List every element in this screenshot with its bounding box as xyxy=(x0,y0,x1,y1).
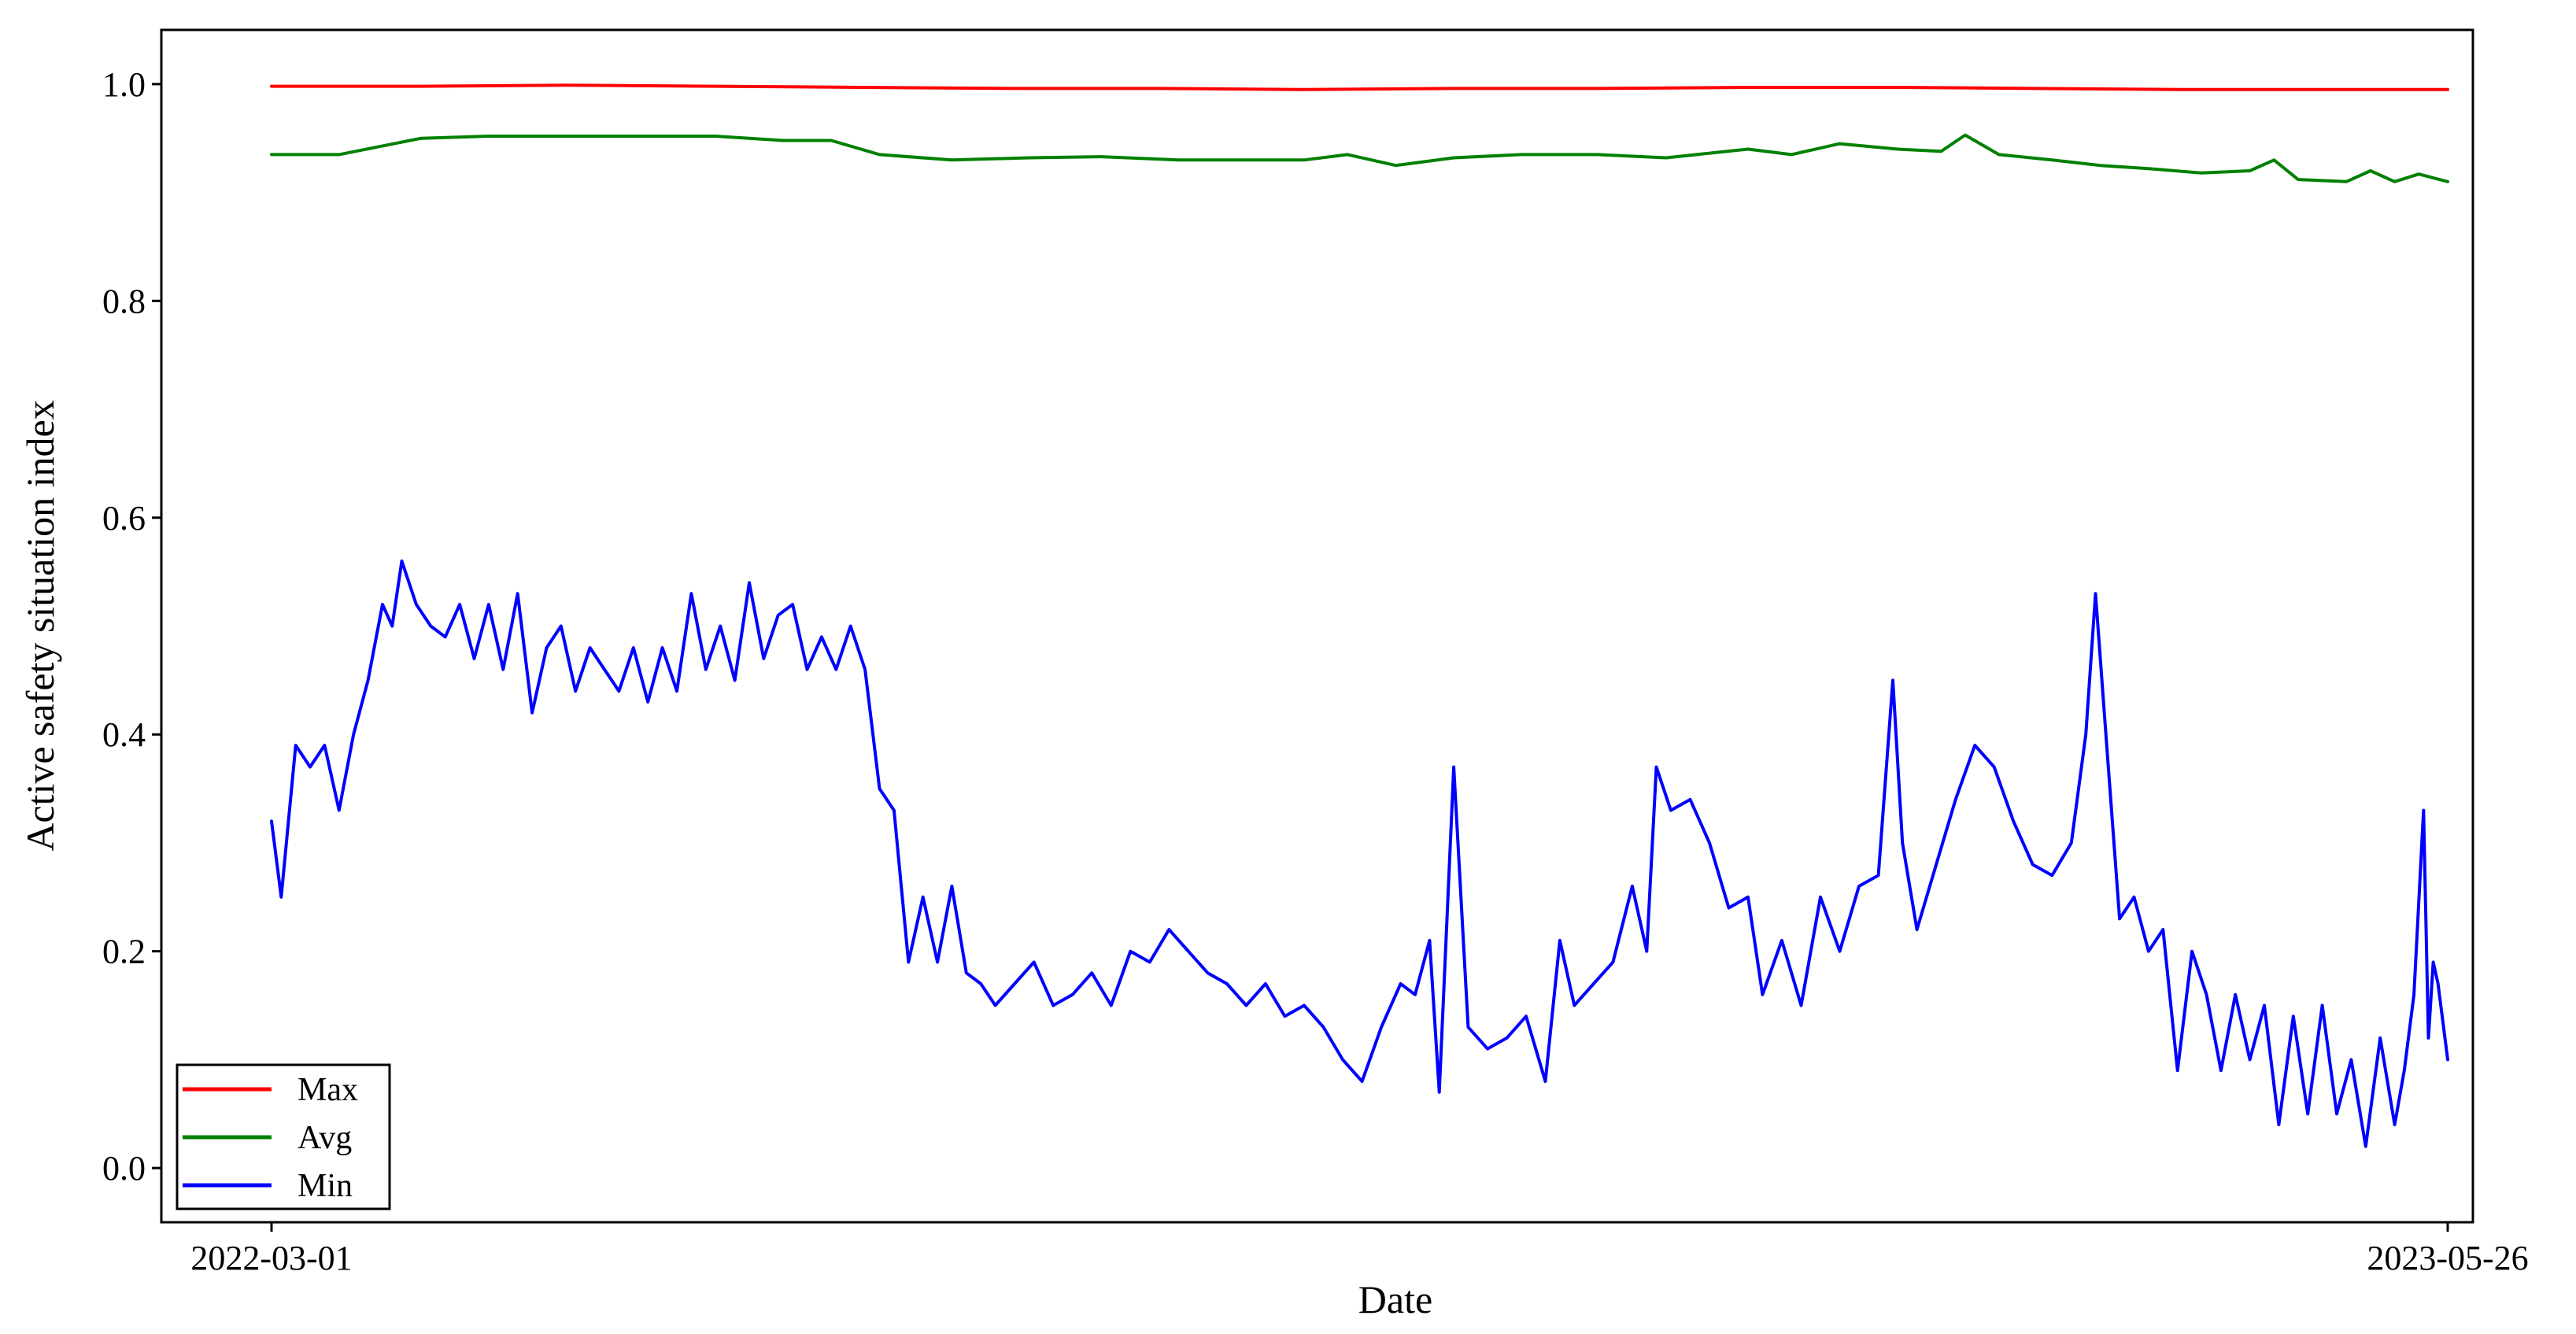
legend-label-avg: Avg xyxy=(298,1120,352,1156)
series-line-min xyxy=(270,559,2449,1148)
series-line-avg xyxy=(270,133,2449,183)
x-axis-label: Date xyxy=(1358,1277,1432,1321)
x-axis: 2022-03-01 2023-05-26 xyxy=(190,1222,2529,1277)
series-layer xyxy=(270,83,2449,1148)
series-line-max xyxy=(270,83,2449,91)
y-tick-label: 1.0 xyxy=(102,65,146,104)
x-tick-label: 2022-03-01 xyxy=(190,1239,352,1277)
y-tick-label: 0.2 xyxy=(102,933,146,971)
y-tick-label: 0.8 xyxy=(102,282,146,320)
y-tick-label: 0.0 xyxy=(102,1149,146,1188)
x-tick-label: 2023-05-26 xyxy=(2367,1239,2528,1277)
legend: Max Avg Min xyxy=(176,1063,391,1210)
legend-label-min: Min xyxy=(298,1168,353,1204)
y-tick-label: 0.4 xyxy=(102,715,146,754)
y-axis: 0.0 0.2 0.4 0.6 0.8 1.0 xyxy=(102,65,161,1188)
legend-label-max: Max xyxy=(298,1072,358,1108)
y-tick-label: 0.6 xyxy=(102,499,146,538)
y-axis-label: Active safety situation index xyxy=(18,400,62,851)
plot-frame xyxy=(160,28,2474,1224)
